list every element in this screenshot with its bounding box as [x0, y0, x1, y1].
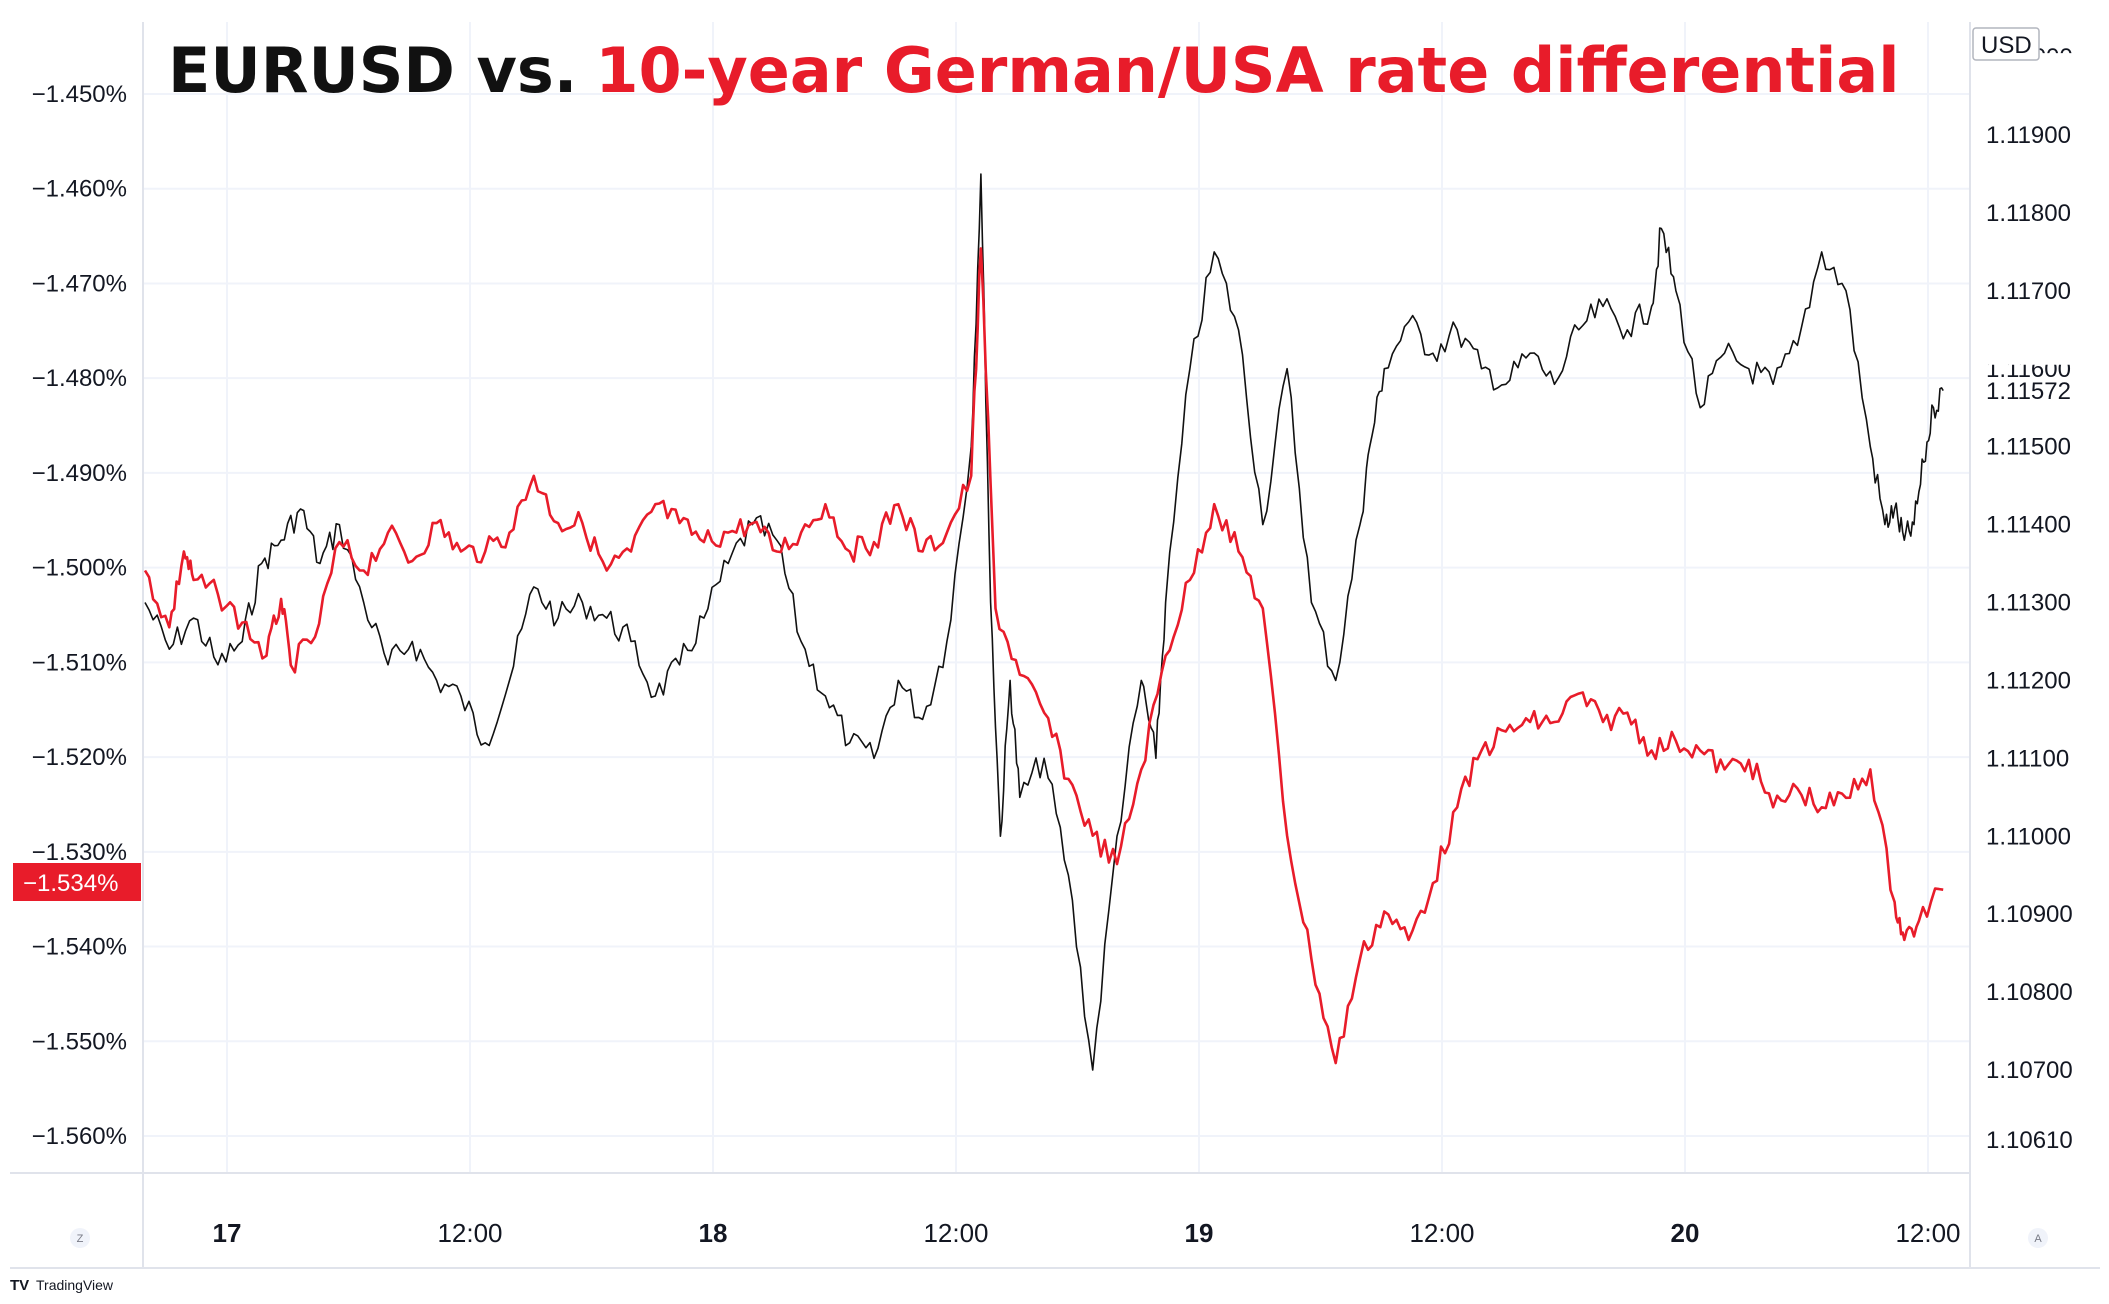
axes: [10, 22, 2100, 1269]
chart-title-part2: 10-year German/USA rate differential: [595, 34, 1899, 107]
currency-box[interactable]: [1972, 27, 2040, 61]
left-last-value-label: −1.534%: [23, 870, 118, 897]
time-tick-label: 12:00: [437, 1218, 502, 1248]
currency-label: USD: [1981, 32, 2032, 59]
left-tick-label: −1.530%: [32, 839, 127, 866]
tradingview-logo-icon: TV: [10, 1277, 29, 1294]
left-tick-label: −1.560%: [32, 1123, 127, 1150]
time-tick-label: 18: [699, 1218, 728, 1248]
series-layer: [143, 173, 1944, 1071]
right-tick-label: 1.10900: [1986, 901, 2073, 928]
left-tick-label: −1.550%: [32, 1028, 127, 1055]
right-tick-label: 1.11000: [1986, 823, 2071, 850]
right-last-value-label: 1.11572: [1986, 378, 2071, 405]
left-tick-label: −1.540%: [32, 934, 127, 961]
right-tick-label: 1.11200: [1986, 667, 2071, 694]
left-tick-label: −1.520%: [32, 744, 127, 771]
right-tick-label: 1.11700: [1986, 278, 2071, 305]
right-tick-label: 1.11800: [1986, 200, 2071, 227]
right-tick-label: 1.10800: [1986, 979, 2073, 1006]
right-tick-label: 1.11500: [1986, 434, 2071, 461]
left-tick-label: −1.500%: [32, 555, 127, 582]
left-last-value-badge: [13, 863, 141, 901]
left-tick-label: −1.480%: [32, 365, 127, 392]
time-tick-label: 17: [213, 1218, 242, 1248]
time-tick-label: 20: [1671, 1218, 1700, 1248]
left-tick-label: −1.460%: [32, 176, 127, 203]
svg-text:EURUSD vs.10-year German/USA r: EURUSD vs. 10-year German/USA rate differ…: [168, 34, 1899, 107]
time-axis-ticks: 17 12:00 18 12:00 19 12:00 20 12:00: [213, 1218, 1961, 1248]
tradingview-brand-label: TradingView: [36, 1277, 114, 1293]
scale-z-label: Z: [77, 1233, 84, 1245]
series-line: [143, 247, 1944, 1065]
left-tick-label: −1.510%: [32, 649, 127, 676]
left-tick-label: −1.470%: [32, 270, 127, 297]
time-tick-label: 12:00: [923, 1218, 988, 1248]
time-tick-label: 19: [1185, 1218, 1214, 1248]
scale-z-button[interactable]: [70, 1228, 90, 1248]
auto-scale-button[interactable]: [2028, 1228, 2048, 1248]
right-tick-label: 1.10610: [1986, 1127, 2073, 1154]
series-line: [144, 173, 1944, 1071]
right-tick-label: 1.11400: [1986, 512, 2071, 539]
time-tick-label: 12:00: [1409, 1218, 1474, 1248]
right-tick-label: 1.11100: [1986, 745, 2069, 772]
right-tick-label: 1.11300: [1986, 590, 2071, 617]
right-tick-label: 1.10700: [1986, 1057, 2073, 1084]
left-axis-ticks: −1.450% −1.460% −1.470% −1.480% −1.490% −1.50…: [32, 81, 127, 1150]
right-tick-label-partial: 1.11600: [1986, 356, 2071, 383]
grid: [143, 22, 1970, 1173]
auto-scale-label: A: [2034, 1233, 2042, 1245]
chart-title-part1: EURUSD vs.: [168, 34, 577, 107]
left-tick-label: −1.450%: [32, 81, 127, 108]
right-axis-ticks: 1.11900 1.11800 1.11700 1.11500 1.11400 1.113…: [1986, 44, 2073, 1154]
time-tick-label: 12:00: [1895, 1218, 1960, 1248]
tradingview-logo[interactable]: TV TradingView: [10, 1277, 114, 1294]
right-tick-label: 1.11900: [1986, 122, 2071, 149]
left-tick-label: −1.490%: [32, 460, 127, 487]
title: EURUSD vs. 10-year German/USA rate differ…: [168, 34, 1899, 107]
